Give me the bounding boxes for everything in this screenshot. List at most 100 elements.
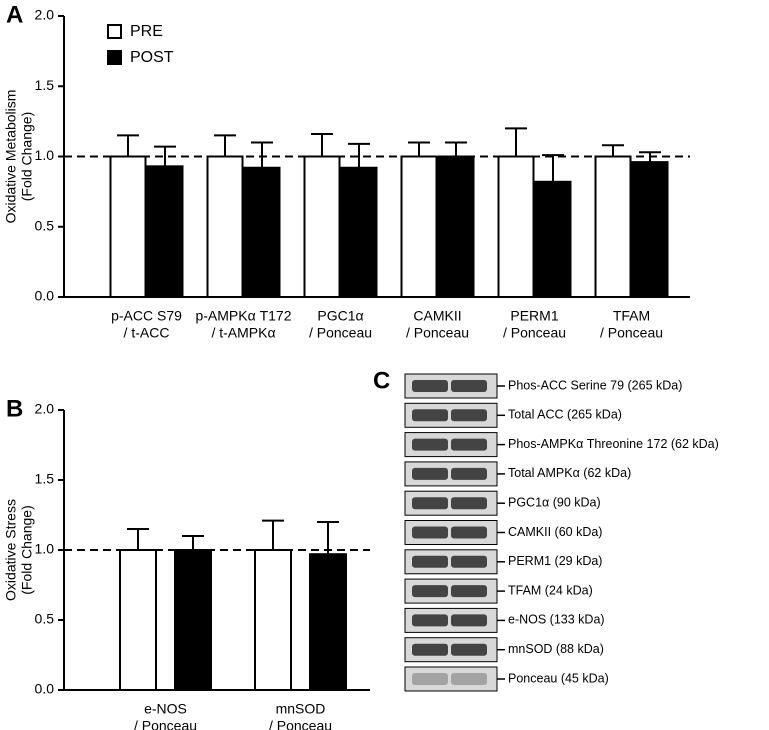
blot-band [412,497,448,510]
legend-label: POST [130,49,174,66]
blot-band [451,438,487,451]
blot-label: PGC1α (90 kDa) [508,495,601,509]
bar [206,155,244,298]
error-bar [348,142,370,168]
x-tick-label: TFAM [613,308,650,324]
error-bar [117,134,139,157]
bar [309,553,347,692]
bar [340,166,378,298]
error-bar [542,154,564,182]
panel-label: C [373,367,390,394]
x-tick-label: p-AMPKα T172 [195,308,291,324]
error-bar [251,141,273,168]
bar [400,155,438,298]
blot-label: PERM1 (29 kDa) [508,554,602,568]
western-blot [404,373,505,692]
y-tick-label: 0.5 [35,611,55,627]
y-tick-label: 2.0 [35,7,55,23]
blot-band [412,409,448,422]
error-bar [602,144,624,157]
error-bar [445,141,467,157]
bar [254,549,292,691]
bar [497,155,535,298]
error-bar [214,134,236,157]
blot-label: Total ACC (265 kDa) [508,408,622,422]
x-tick-label: CAMKII [413,308,461,324]
error-bar [311,133,333,157]
blot-band [451,614,487,627]
x-tick-label: mnSOD [276,701,326,717]
panel-label: B [6,395,23,422]
blot-band [451,643,487,656]
blot-band [451,380,487,392]
y-axis-label: (Fold Change) [19,112,35,202]
error-bar [127,528,149,550]
bar [631,161,669,298]
x-tick-label: e-NOS [144,701,187,717]
blot-label: Phos-AMPKα Threonine 172 (62 kDa) [508,437,719,451]
error-bar [317,521,339,555]
x-tick-label: PGC1α [317,308,363,324]
error-bar [262,519,284,550]
x-tick-label: p-ACC S79 [111,308,182,324]
bar [303,155,341,298]
y-tick-label: 1.0 [35,147,55,163]
error-bar [505,127,527,157]
x-tick-label: / Ponceau [503,325,566,341]
panel-label: A [6,1,23,28]
error-bar [182,535,204,550]
blot-band [412,380,448,392]
legend-swatch [107,50,122,65]
x-tick-label: PERM1 [510,308,558,324]
blot-band [412,438,448,451]
bar [146,165,184,298]
error-bar [154,145,176,167]
blot-band [451,673,487,685]
blot-label: Ponceau (45 kDa) [508,671,609,685]
bar [534,180,572,298]
blot-label: e-NOS (133 kDa) [508,613,605,627]
blot-label: Total AMPKα (62 kDa) [508,466,631,480]
y-tick-label: 1.5 [35,471,55,487]
blot-label: TFAM (24 kDa) [508,583,593,597]
blot-band [451,555,487,568]
x-tick-label: / Ponceau [269,718,332,730]
bar [437,155,475,298]
blot-band [451,467,487,480]
x-tick-label: / t-ACC [124,325,170,341]
y-axis-label: Oxidative Stress [3,499,19,601]
y-tick-label: 0.5 [35,217,55,233]
x-tick-label: / t-AMPKα [211,325,275,341]
blot-band [412,673,448,685]
y-tick-label: 2.0 [35,401,55,417]
blot-band [412,643,448,656]
x-tick-label: / Ponceau [406,325,469,341]
y-tick-label: 1.0 [35,541,55,557]
bar [243,166,281,298]
y-axis-label: (Fold Change) [19,505,35,595]
blot-band [412,585,448,598]
y-tick-label: 1.5 [35,77,55,93]
blot-band [451,526,487,539]
legend-swatch [107,24,122,39]
legend-label: PRE [130,23,163,40]
x-tick-label: / Ponceau [134,718,197,730]
blot-label: Phos-ACC Serine 79 (265 kDa) [508,378,682,392]
bar [109,155,147,298]
y-tick-label: 0.0 [35,681,55,697]
blot-label: CAMKII (60 kDa) [508,525,602,539]
blot-band [451,585,487,598]
x-tick-label: / Ponceau [600,325,663,341]
blot-band [451,497,487,510]
bar [119,549,157,691]
x-tick-label: / Ponceau [309,325,372,341]
error-bar [408,141,430,157]
bar [594,155,632,298]
blot-band [451,409,487,422]
blot-band [412,555,448,568]
blot-label: mnSOD (88 kDa) [508,642,604,656]
blot-band [412,614,448,627]
bar [174,549,212,691]
y-axis-label: Oxidative Metabolism [3,90,19,224]
